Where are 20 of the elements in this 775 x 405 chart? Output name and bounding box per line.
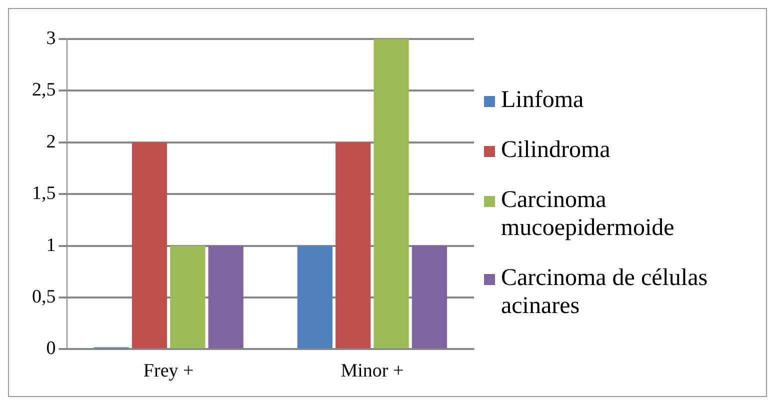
y-tick-label: 2: [46, 131, 56, 152]
legend-label: Carcinoma de células acinares: [501, 264, 709, 320]
x-tick-label: Minor +: [340, 360, 404, 382]
y-tick-label: 0: [46, 338, 56, 360]
bar: [208, 246, 244, 348]
legend-label: Cilindroma: [501, 136, 610, 164]
bar: [170, 246, 206, 348]
legend-label: Carcinoma mucoepidermoide: [501, 186, 676, 242]
bar: [412, 246, 448, 348]
y-tick-label: 3: [46, 28, 56, 49]
y-tick-label: 0,5: [32, 286, 56, 308]
y-tick-label: 1: [46, 234, 56, 256]
x-tick-label: Frey +: [143, 360, 194, 382]
bar: [132, 142, 168, 348]
bar: [336, 142, 371, 348]
y-tick-label: 2,5: [32, 80, 56, 101]
y-tick-label: 1,5: [32, 183, 56, 204]
bar: [374, 39, 409, 348]
legend-label: Linfoma: [501, 86, 584, 114]
bar: [297, 246, 332, 348]
